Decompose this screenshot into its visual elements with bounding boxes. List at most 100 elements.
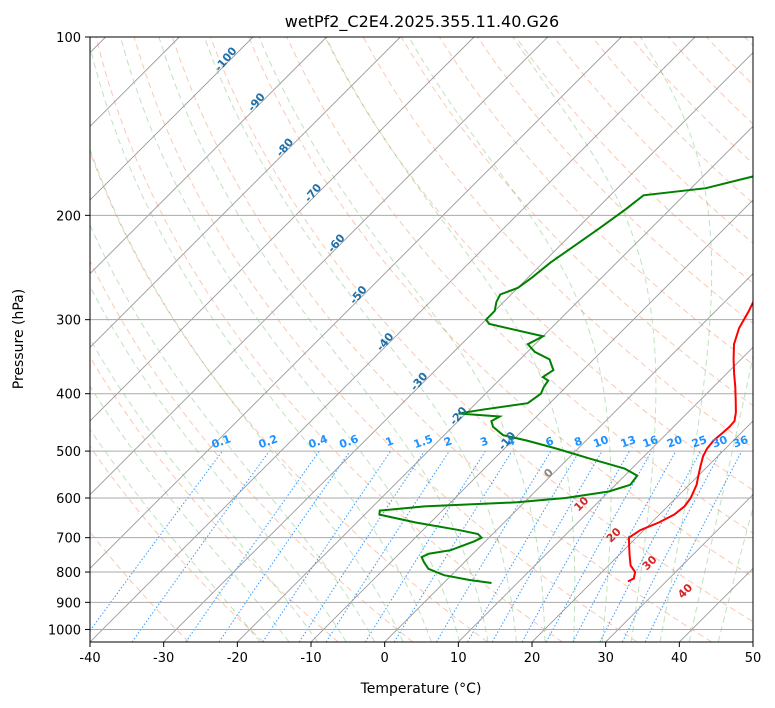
moist-adiabat-label: 40 bbox=[675, 581, 695, 601]
mixing-ratio-line bbox=[572, 450, 677, 642]
mixing-ratio-label: 8 bbox=[572, 434, 584, 449]
mixing-ratio-label: 13 bbox=[619, 433, 638, 450]
dry-adiabat bbox=[477, 37, 753, 325]
mixing-ratio-label: 2 bbox=[442, 434, 454, 449]
x-tick-label: 50 bbox=[745, 651, 762, 666]
moist-adiabat bbox=[90, 285, 347, 642]
mixing-ratio-line bbox=[262, 450, 392, 642]
moist-adiabat bbox=[90, 338, 319, 642]
y-tick-label: 100 bbox=[56, 31, 81, 46]
y-tick-label: 400 bbox=[56, 388, 81, 403]
mixing-ratio-label: 1 bbox=[384, 434, 396, 449]
mixing-ratio-line bbox=[435, 450, 552, 642]
mixing-ratio-label: 3 bbox=[478, 434, 490, 449]
mixing-ratio-line bbox=[218, 450, 351, 642]
mixing-ratio-line bbox=[325, 450, 450, 642]
y-tick-label: 1000 bbox=[48, 623, 81, 638]
mixing-ratio-label: 0.6 bbox=[338, 432, 361, 451]
dry-adiabat-label: -80 bbox=[274, 135, 297, 159]
moist-adiabat-label: 20 bbox=[604, 525, 624, 545]
dry-adiabat bbox=[90, 259, 414, 642]
dry-adiabat bbox=[591, 37, 753, 204]
x-axis-label: Temperature (°C) bbox=[360, 681, 482, 697]
isotherm bbox=[384, 273, 753, 642]
isotherm bbox=[237, 125, 753, 642]
isotherm bbox=[163, 52, 753, 642]
dry-adiabat bbox=[515, 37, 753, 284]
y-tick-label: 700 bbox=[56, 532, 81, 547]
dry-adiabat bbox=[668, 37, 753, 125]
isotherm bbox=[752, 641, 753, 642]
dry-adiabat bbox=[90, 356, 339, 642]
moist-adiabat bbox=[90, 223, 376, 642]
y-tick-label: 900 bbox=[56, 596, 81, 611]
mixing-ratio-line bbox=[521, 450, 630, 642]
dry-adiabat bbox=[171, 37, 712, 642]
y-tick-label: 800 bbox=[56, 566, 81, 581]
dry-adiabat bbox=[90, 531, 190, 642]
dry-adiabat-label: -100 bbox=[212, 44, 240, 74]
dry-adiabat bbox=[324, 37, 753, 491]
mixing-ratio-line bbox=[599, 450, 701, 642]
moist-adiabat bbox=[325, 37, 576, 642]
y-tick-label: 500 bbox=[56, 445, 81, 460]
y-tick-label: 300 bbox=[56, 314, 81, 329]
dry-adiabat bbox=[286, 37, 753, 534]
moist-adiabat bbox=[512, 37, 657, 642]
isotherm bbox=[679, 567, 753, 642]
moist-adiabat bbox=[408, 37, 612, 642]
x-tick-label: -40 bbox=[79, 651, 100, 666]
isotherm bbox=[90, 37, 696, 642]
isotherm bbox=[90, 37, 327, 275]
moist-adiabat-label: 30 bbox=[640, 553, 660, 573]
dry-adiabat-label: -20 bbox=[447, 404, 470, 428]
mixing-ratio-line bbox=[621, 450, 722, 642]
chart-title: wetPf2_C2E4.2025.355.11.40.G26 bbox=[285, 12, 559, 32]
dry-adiabat bbox=[744, 37, 753, 47]
moist-adiabat bbox=[158, 37, 489, 642]
dry-adiabat bbox=[95, 37, 563, 642]
dry-adiabat bbox=[90, 150, 488, 642]
mixing-ratio-label: 0.1 bbox=[210, 432, 233, 451]
dewpoint-line bbox=[378, 175, 753, 584]
mixing-ratio-line bbox=[185, 450, 320, 642]
moist-adiabat bbox=[90, 44, 432, 642]
moist-adiabat bbox=[258, 37, 546, 642]
moist-adiabat bbox=[90, 147, 404, 642]
isotherm bbox=[90, 37, 622, 569]
mixing-ratio-label: 25 bbox=[690, 433, 709, 450]
dry-adiabat bbox=[133, 37, 638, 642]
dry-adiabat-label: -30 bbox=[408, 370, 431, 394]
isotherm bbox=[90, 37, 254, 201]
mixing-ratio-line bbox=[131, 450, 270, 642]
mixing-ratio-label: 36 bbox=[731, 433, 750, 451]
isotherm bbox=[310, 199, 753, 642]
mixing-ratio-label: 0.2 bbox=[257, 432, 280, 451]
mixing-ratio-line bbox=[393, 450, 513, 642]
dry-adiabat-label: -90 bbox=[245, 90, 268, 114]
dry-adiabat-label: -50 bbox=[347, 283, 370, 307]
x-tick-label: 10 bbox=[450, 651, 467, 666]
mixing-ratio-line bbox=[298, 450, 425, 642]
mixing-ratio-label: 1.5 bbox=[412, 432, 435, 451]
moist-adiabat bbox=[717, 505, 753, 642]
dry-adiabat-label: -70 bbox=[302, 181, 325, 205]
x-tick-label: 30 bbox=[597, 651, 614, 666]
plot-frame bbox=[89, 36, 754, 643]
isotherm bbox=[90, 37, 475, 422]
mixing-ratio-label: 0.4 bbox=[307, 432, 330, 451]
x-tick-label: 40 bbox=[671, 651, 688, 666]
mixing-ratio-line bbox=[90, 450, 223, 632]
x-tick-label: 20 bbox=[524, 651, 541, 666]
mixing-ratio-label: 20 bbox=[665, 433, 684, 451]
moist-adiabat bbox=[120, 37, 461, 642]
dry-adiabat bbox=[90, 445, 264, 642]
mixing-ratio-label: 16 bbox=[641, 433, 660, 451]
isotherm bbox=[531, 420, 753, 642]
isotherm bbox=[458, 346, 753, 642]
mixing-ratio-line bbox=[545, 450, 653, 642]
y-tick-label: 200 bbox=[56, 209, 81, 224]
mixing-ratio-label: 6 bbox=[544, 434, 556, 449]
axis-ticks: -40 -30 -20 -10 0 10 20 30 40 50 100 200 300 400 500 6 0… bbox=[48, 31, 761, 666]
dry-adiabat bbox=[706, 37, 753, 86]
